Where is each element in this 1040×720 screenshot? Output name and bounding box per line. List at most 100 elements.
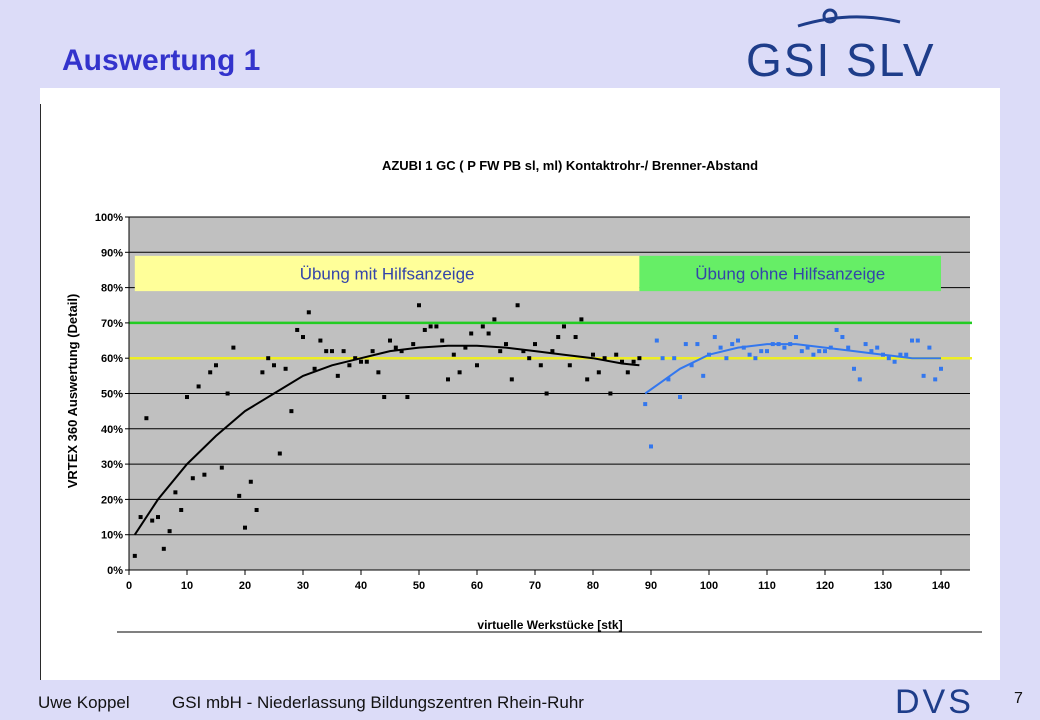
- phase-band: [134, 255, 640, 292]
- x-tick-label: 110: [758, 580, 776, 592]
- logo-text: GSI SLV: [746, 34, 936, 84]
- data-point: [892, 359, 897, 364]
- data-point: [167, 529, 172, 534]
- data-point: [712, 335, 717, 340]
- footer-organization: GSI mbH - Niederlassung Bildungszentren …: [172, 693, 584, 712]
- data-point: [254, 507, 259, 512]
- data-point: [770, 342, 775, 347]
- data-point: [306, 310, 311, 315]
- data-point: [225, 391, 230, 396]
- data-point: [817, 349, 822, 354]
- data-point: [150, 518, 155, 523]
- data-point: [678, 395, 682, 400]
- data-point: [156, 515, 160, 520]
- data-point: [527, 356, 532, 361]
- data-point: [405, 395, 410, 400]
- data-point: [341, 349, 346, 354]
- data-point: [515, 303, 520, 308]
- data-point: [666, 377, 671, 382]
- data-point: [591, 352, 595, 357]
- data-point: [475, 363, 479, 368]
- data-point: [556, 335, 561, 340]
- y-tick-label: 10%: [101, 530, 123, 542]
- data-point: [237, 493, 242, 498]
- data-point: [219, 465, 224, 470]
- y-tick-label: 100%: [95, 212, 123, 224]
- data-point: [451, 352, 456, 357]
- data-point: [602, 356, 607, 361]
- data-point: [683, 342, 688, 347]
- footer-author: Uwe Koppel: [38, 693, 130, 712]
- data-point: [625, 370, 630, 375]
- data-point: [562, 324, 566, 329]
- data-point: [353, 356, 358, 361]
- data-point: [660, 356, 665, 361]
- data-point: [631, 359, 636, 364]
- data-point: [161, 546, 166, 551]
- data-point: [428, 324, 433, 329]
- data-point: [132, 553, 137, 558]
- data-point: [243, 525, 247, 530]
- data-point: [805, 345, 810, 350]
- data-point: [463, 345, 468, 350]
- data-point: [272, 363, 276, 368]
- data-point: [231, 345, 236, 350]
- data-point: [857, 377, 862, 382]
- data-point: [730, 342, 735, 347]
- y-tick-label: 80%: [101, 283, 123, 295]
- data-point: [753, 356, 758, 361]
- data-point: [689, 363, 694, 368]
- panel-divider: [40, 104, 41, 680]
- data-point: [295, 327, 300, 332]
- data-point: [620, 359, 624, 364]
- data-point: [196, 384, 201, 389]
- slide-title: Auswertung 1: [62, 44, 261, 77]
- data-point: [799, 349, 804, 354]
- x-tick-label: 20: [239, 580, 251, 592]
- data-point: [359, 359, 363, 364]
- data-point: [190, 476, 195, 481]
- data-point: [910, 338, 914, 343]
- y-tick-label: 40%: [101, 424, 123, 436]
- data-point: [469, 331, 474, 336]
- data-point: [579, 317, 584, 322]
- dvs-logo: DVS: [895, 684, 971, 718]
- x-tick-label: 80: [587, 580, 599, 592]
- y-tick-label: 90%: [101, 247, 123, 259]
- data-point: [214, 363, 218, 368]
- data-point: [741, 345, 746, 350]
- data-point: [840, 335, 845, 340]
- data-point: [927, 345, 932, 350]
- data-point: [788, 342, 793, 347]
- data-point: [852, 366, 856, 371]
- x-axis-label: virtuelle Werkstücke [stk]: [477, 618, 622, 632]
- data-point: [289, 409, 294, 414]
- x-tick-label: 140: [932, 580, 950, 592]
- y-tick-label: 50%: [101, 389, 123, 401]
- x-tick-label: 100: [700, 580, 718, 592]
- trend-line: [644, 343, 941, 395]
- data-point: [898, 352, 903, 357]
- data-point: [382, 395, 387, 400]
- data-point: [486, 331, 491, 336]
- gsi-slv-logo: GSI SLV: [746, 8, 936, 84]
- data-point: [695, 342, 700, 347]
- x-tick-label: 10: [181, 580, 193, 592]
- data-point: [933, 377, 938, 382]
- data-point: [318, 338, 323, 343]
- data-point: [498, 349, 503, 354]
- data-point: [649, 444, 653, 449]
- y-tick-label: 30%: [101, 459, 123, 471]
- data-point: [417, 303, 421, 308]
- data-point: [364, 359, 369, 364]
- data-point: [776, 342, 781, 347]
- data-point: [393, 345, 398, 350]
- data-point: [457, 370, 462, 375]
- data-point: [585, 377, 590, 382]
- data-point: [718, 345, 723, 350]
- data-point: [782, 345, 787, 350]
- data-point: [614, 352, 619, 357]
- data-point: [881, 352, 885, 357]
- data-point: [324, 349, 329, 354]
- phase-band-label: Übung ohne Hilfsanzeige: [695, 264, 885, 283]
